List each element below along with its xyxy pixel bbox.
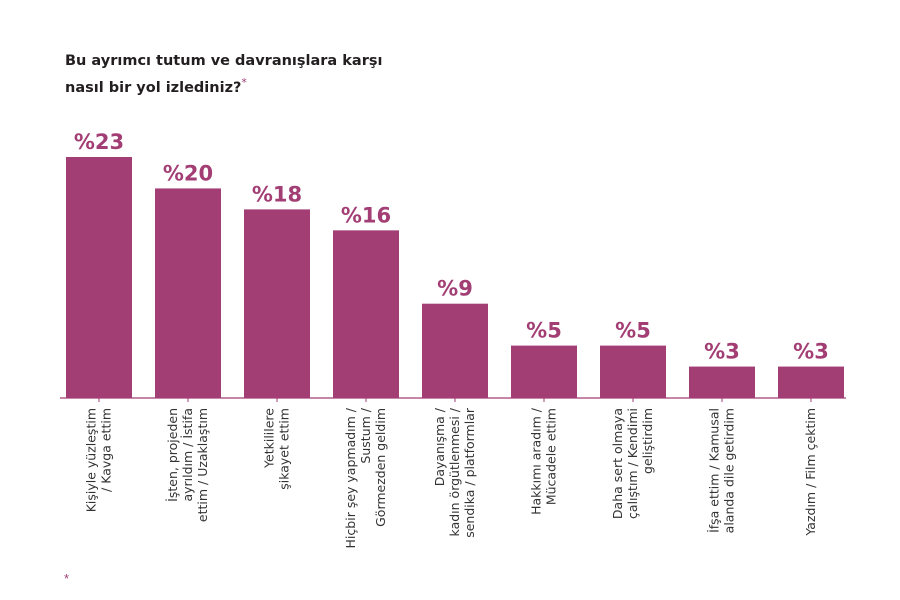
x-tick-label-line: Dayanışma /: [432, 407, 447, 486]
x-tick-label: Yazdım / Film çektim: [803, 408, 818, 537]
x-tick-label-text: İfşa ettim / Kamusalalanda dile getirdim: [707, 408, 737, 533]
x-tick-label-line: sendika / platformlar: [462, 407, 477, 538]
chart-title-line-1: Bu ayrımcı tutum ve davranışlara karşı: [65, 53, 383, 69]
bar: [333, 230, 399, 398]
x-tick-label: Hakkımı aradım /Mücadele ettim: [529, 407, 559, 515]
x-tick-label: Hiçbir şey yapmadım /Sustum /Görmezden g…: [343, 407, 388, 548]
bar-value-label: %23: [74, 130, 124, 154]
x-tick-label-line: Hakkımı aradım /: [529, 407, 544, 515]
x-tick-label-text: Dayanışma /kadın örgütlenmesi /sendika /…: [432, 407, 477, 538]
bar: [244, 209, 310, 398]
footnote-marker: *: [64, 571, 70, 586]
x-tick-label-text: Yetkililereşikayet ettim: [262, 408, 292, 490]
bar-value-label: %16: [341, 203, 391, 227]
bar-value-label: %9: [437, 277, 473, 301]
x-tick-label-line: Daha sert olmaya: [610, 408, 625, 519]
x-tick-label-line: Görmezden geldim: [373, 408, 388, 527]
bar: [689, 366, 755, 398]
bar: [600, 345, 666, 398]
x-tick-label-line: Sustum /: [358, 407, 373, 463]
x-tick-label-text: Hakkımı aradım /Mücadele ettim: [529, 407, 559, 515]
x-tick-label-text: İşten, projedenayrıldım / İstifaettim / …: [165, 408, 210, 522]
x-tick-label-text: Yazdım / Film çektim: [803, 408, 818, 537]
x-tick-label: Yetkililereşikayet ettim: [262, 408, 292, 490]
title-footnote-marker: *: [241, 76, 247, 89]
bar: [422, 303, 488, 398]
bar: [155, 188, 221, 398]
bar: [778, 366, 844, 398]
x-tick-label-line: İfşa ettim / Kamusal: [707, 408, 722, 533]
bar-value-label: %3: [704, 340, 740, 364]
bar-value-label: %18: [252, 182, 302, 206]
x-tick-label-line: alanda dile getirdim: [722, 408, 737, 533]
x-tick-label: Kişiyle yüzleştim/ Kavga ettim: [84, 408, 114, 512]
x-tick-label-line: ettim / Uzaklaştım: [195, 408, 210, 522]
bar-value-label: %5: [526, 319, 562, 343]
x-tick-label-text: Hiçbir şey yapmadım /Sustum /Görmezden g…: [343, 407, 388, 548]
x-tick-label-line: şikayet ettim: [277, 408, 292, 490]
x-tick-label-line: İşten, projeden: [165, 408, 180, 502]
chart-title-line-2-text: nasıl bir yol izlediniz?: [65, 79, 242, 96]
x-tick-label: İşten, projedenayrıldım / İstifaettim / …: [165, 408, 210, 522]
x-tick-label: İfşa ettim / Kamusalalanda dile getirdim: [707, 408, 737, 533]
bar-value-label: %5: [615, 319, 651, 343]
chart-title: Bu ayrımcı tutum ve davranışlara karşı n…: [65, 51, 382, 99]
x-tick-label: Dayanışma /kadın örgütlenmesi /sendika /…: [432, 407, 477, 538]
x-tick-label-line: Hiçbir şey yapmadım /: [343, 407, 358, 548]
chart-title-line-2: nasıl bir yol izlediniz?*: [65, 72, 382, 99]
x-tick-label: Daha sert olmayaçalıştım / Kendimigelişt…: [610, 408, 655, 519]
x-tick-label-text: Kişiyle yüzleştim/ Kavga ettim: [84, 408, 114, 512]
x-tick-label-text: Daha sert olmayaçalıştım / Kendimigelişt…: [610, 408, 655, 519]
x-tick-label-line: Yetkililere: [262, 408, 277, 469]
bar-value-label: %3: [793, 340, 829, 364]
x-tick-label-line: çalıştım / Kendimi: [625, 408, 640, 519]
x-tick-label-line: kadın örgütlenmesi /: [447, 407, 462, 536]
bar: [66, 157, 132, 398]
x-tick-label-line: Kişiyle yüzleştim: [84, 408, 99, 512]
bar-value-label: %20: [163, 161, 213, 185]
x-tick-label-line: Yazdım / Film çektim: [803, 408, 818, 537]
bar: [511, 345, 577, 398]
x-tick-label-line: / Kavga ettim: [99, 408, 114, 492]
x-tick-label-line: Mücadele ettim: [544, 408, 559, 505]
x-tick-label-line: ayrıldım / İstifa: [180, 408, 195, 502]
x-tick-label-line: geliştirdim: [640, 408, 655, 474]
